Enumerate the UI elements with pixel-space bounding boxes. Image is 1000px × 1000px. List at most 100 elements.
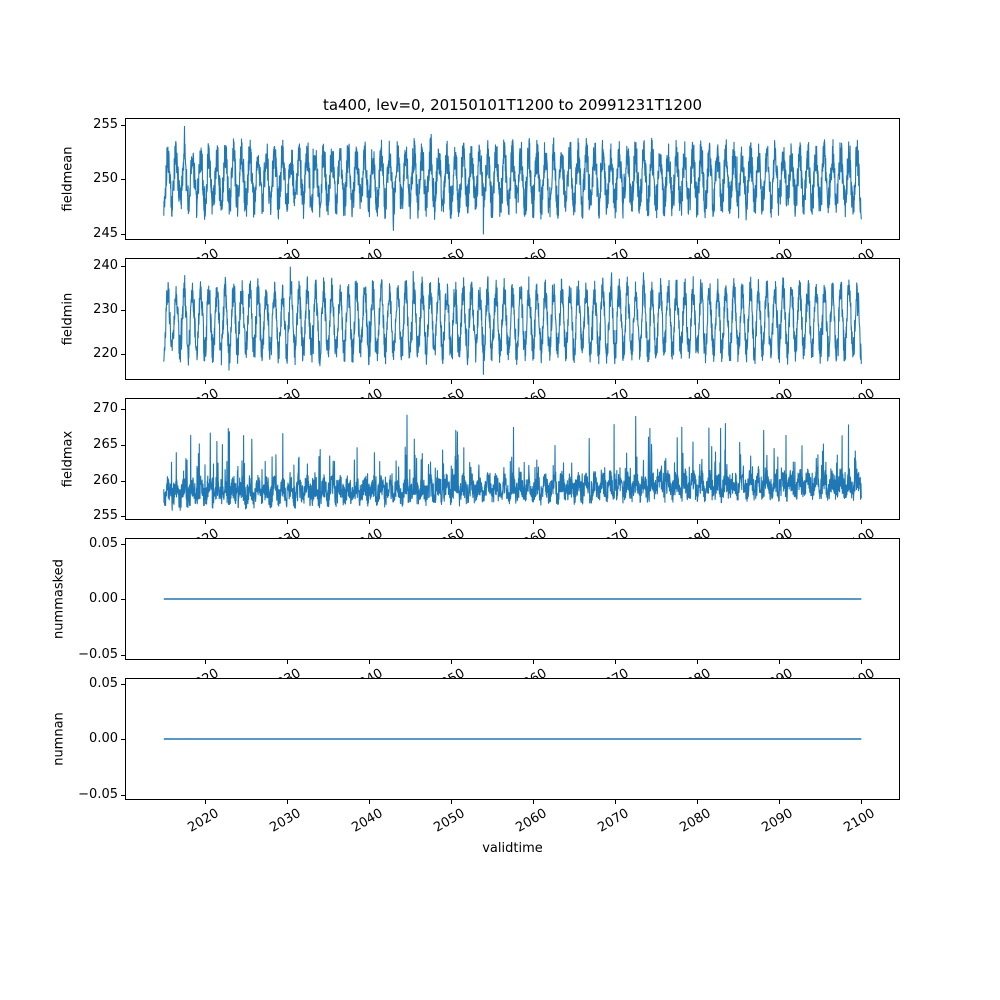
- data-line-fieldmean: [163, 125, 862, 235]
- y-tick-label: 265: [93, 436, 118, 452]
- y-tick-mark: [121, 739, 125, 740]
- data-line-fieldmax: [163, 414, 862, 511]
- y-tick-label: 0.00: [89, 731, 118, 746]
- subplot-fieldmean: [125, 118, 900, 240]
- y-tick-label: 220: [93, 346, 118, 362]
- subplot-fieldmax: [125, 398, 900, 520]
- y-tick-label: 230: [93, 301, 118, 317]
- y-tick-label: 245: [93, 225, 118, 241]
- x-tick-label: 2080: [677, 806, 714, 836]
- x-tick-mark: [615, 800, 617, 804]
- x-tick-mark: [451, 800, 452, 804]
- y-tick-label: 0.05: [89, 675, 118, 691]
- y-tick-mark: [121, 124, 125, 126]
- y-tick-mark: [121, 444, 125, 446]
- x-tick-mark: [368, 800, 370, 804]
- x-tick-mark: [451, 660, 452, 664]
- subplot-nummasked: [125, 538, 900, 660]
- y-tick-label: 0.00: [89, 591, 118, 606]
- y-tick-mark: [121, 683, 125, 685]
- x-tick-label: 2070: [595, 806, 632, 836]
- x-tick-mark: [533, 520, 534, 524]
- y-tick-mark: [121, 179, 125, 180]
- y-tick-label: 240: [93, 257, 118, 273]
- x-tick-mark: [779, 800, 781, 804]
- y-tick-label: 0.05: [89, 535, 118, 551]
- y-tick-mark: [121, 480, 125, 482]
- x-tick-mark: [533, 240, 534, 244]
- y-tick-label: 270: [93, 400, 118, 416]
- y-axis-label-fieldmax: fieldmax: [60, 430, 76, 488]
- x-tick-mark: [615, 660, 617, 664]
- x-tick-mark: [697, 800, 699, 804]
- y-tick-mark: [121, 233, 125, 235]
- y-tick-mark: [121, 309, 125, 311]
- x-tick-mark: [286, 800, 288, 804]
- x-tick-mark: [779, 240, 781, 244]
- x-tick-mark: [368, 520, 370, 524]
- x-tick-label: 2060: [513, 806, 550, 836]
- x-tick-label: 2050: [431, 806, 468, 836]
- x-tick-label: 2020: [185, 806, 222, 836]
- x-tick-mark: [533, 380, 534, 384]
- x-tick-mark: [368, 660, 370, 664]
- y-tick-mark: [121, 794, 125, 796]
- x-tick-mark: [204, 800, 206, 804]
- x-tick-mark: [533, 800, 534, 804]
- x-tick-mark: [451, 380, 452, 384]
- x-tick-mark: [286, 520, 288, 524]
- y-axis-label-numnan: numnan: [51, 712, 67, 766]
- x-tick-mark: [286, 240, 288, 244]
- x-tick-mark: [697, 520, 699, 524]
- x-tick-label: 2030: [267, 806, 304, 836]
- y-axis-label-fieldmean: fieldmean: [60, 146, 76, 212]
- x-tick-mark: [533, 660, 534, 664]
- x-tick-label: 2040: [349, 806, 386, 836]
- x-tick-mark: [861, 520, 863, 524]
- y-tick-mark: [121, 543, 125, 545]
- x-tick-mark: [697, 380, 699, 384]
- plot-canvas-numnan: [163, 738, 862, 740]
- x-tick-mark: [697, 240, 699, 244]
- y-tick-mark: [121, 408, 125, 410]
- y-tick-mark: [121, 516, 125, 518]
- plot-canvas-fieldmax: [163, 414, 862, 511]
- x-tick-mark: [615, 240, 617, 244]
- x-tick-mark: [861, 800, 863, 804]
- x-tick-label: 2090: [759, 806, 796, 836]
- y-axis-label-nummasked: nummasked: [51, 559, 67, 639]
- y-tick-label: −0.05: [78, 786, 118, 802]
- x-tick-mark: [368, 380, 370, 384]
- x-tick-mark: [861, 660, 863, 664]
- x-tick-mark: [779, 660, 781, 664]
- x-tick-mark: [861, 380, 863, 384]
- x-tick-mark: [368, 240, 370, 244]
- x-tick-label: 2100: [841, 806, 878, 836]
- data-line-fieldmin: [163, 266, 862, 375]
- plot-canvas-fieldmin: [163, 266, 862, 375]
- x-tick-mark: [779, 520, 781, 524]
- x-tick-mark: [451, 520, 452, 524]
- y-tick-mark: [121, 599, 125, 600]
- x-axis-label: validtime: [482, 841, 543, 856]
- x-tick-mark: [615, 520, 617, 524]
- plot-canvas-fieldmean: [163, 125, 862, 235]
- x-tick-mark: [204, 240, 206, 244]
- y-tick-mark: [121, 265, 125, 267]
- x-tick-mark: [204, 380, 206, 384]
- y-tick-label: 260: [93, 472, 118, 488]
- y-tick-mark: [121, 354, 125, 356]
- y-tick-mark: [121, 654, 125, 656]
- y-axis-label-fieldmin: fieldmin: [60, 292, 76, 346]
- y-tick-label: 255: [93, 116, 118, 132]
- chart-title: ta400, lev=0, 20150101T1200 to 20991231T…: [322, 96, 703, 114]
- x-tick-mark: [451, 240, 452, 244]
- x-tick-mark: [286, 660, 288, 664]
- y-tick-label: 250: [93, 171, 118, 186]
- plot-canvas-nummasked: [163, 598, 862, 600]
- x-tick-mark: [861, 240, 863, 244]
- subplot-numnan: [125, 678, 900, 800]
- subplot-fieldmin: [125, 258, 900, 380]
- x-tick-mark: [204, 660, 206, 664]
